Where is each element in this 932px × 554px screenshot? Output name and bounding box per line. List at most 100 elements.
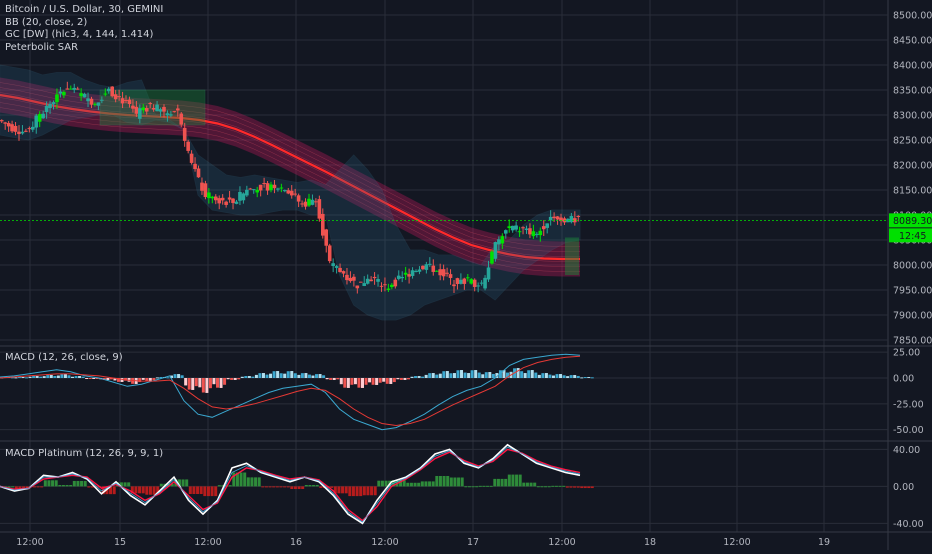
macd-platinum-histogram-bar xyxy=(228,485,232,487)
macd-histogram-bar xyxy=(541,373,545,378)
candle-body xyxy=(144,108,149,112)
macd-platinum-histogram-bar xyxy=(47,480,51,487)
macd-platinum-histogram-bar xyxy=(493,478,497,487)
macd-platinum-histogram-bar xyxy=(177,479,181,487)
macd-histogram-bar xyxy=(205,378,209,393)
macd-platinum-histogram-bar xyxy=(286,486,290,488)
candle-body xyxy=(400,276,405,279)
candle-body xyxy=(345,274,349,281)
symbol-title[interactable]: Bitcoin / U.S. Dollar, 30, GEMINI xyxy=(5,4,164,15)
macd-platinum-histogram-bar xyxy=(40,486,44,488)
macd-histogram-bar xyxy=(406,378,410,380)
sar-legend[interactable]: Peterbolic SAR xyxy=(5,41,79,53)
macd-platinum-histogram-bar xyxy=(333,486,337,494)
macd-histogram-bar xyxy=(258,373,262,378)
candle-body xyxy=(417,269,422,272)
macd-histogram-bar xyxy=(325,378,329,380)
macd-histogram-bar xyxy=(368,378,372,383)
macd-platinum-fast-line xyxy=(0,446,581,523)
macd-platinum-histogram-bar xyxy=(536,486,540,488)
candle-body xyxy=(162,106,166,112)
macd-platinum-histogram-bar xyxy=(420,481,424,487)
gaussian-channel-hatch xyxy=(0,92,580,257)
macd-histogram-bar xyxy=(590,377,594,379)
price-tick-label: 7850.00 xyxy=(893,336,932,347)
candle-body xyxy=(386,288,391,290)
macd-histogram-bar xyxy=(329,378,333,380)
price-tick-label: 8450.00 xyxy=(893,36,932,47)
macd-histogram-bar xyxy=(385,378,389,384)
candle-body xyxy=(552,216,556,219)
macd-histogram-bar xyxy=(311,375,315,378)
candle-body xyxy=(6,122,11,127)
macd-platinum-histogram-bar xyxy=(471,486,475,488)
candle-body xyxy=(379,285,384,287)
gaussian-channel-hatch xyxy=(0,97,580,262)
gc-legend[interactable]: GC [DW] (hlc3, 4, 144, 1.414) xyxy=(5,29,154,40)
bb-legend[interactable]: BB (20, close, 2) xyxy=(5,16,88,28)
macd-platinum-histogram-bar xyxy=(250,477,254,487)
macd-histogram-bar xyxy=(138,378,142,383)
candle-body xyxy=(307,198,311,206)
macd-legend[interactable]: MACD (12, 26, close, 9) xyxy=(5,352,123,363)
macd-histogram-bar xyxy=(414,376,418,378)
candle-body xyxy=(169,114,173,116)
macd-histogram-bar xyxy=(456,370,460,378)
macd-histogram-bar xyxy=(463,372,467,378)
macd-histogram-bar xyxy=(35,376,39,378)
macd-platinum-histogram-bar xyxy=(359,486,363,497)
macd-platinum-histogram-bar xyxy=(496,478,500,487)
candle-body xyxy=(479,282,484,284)
candle-body xyxy=(213,196,218,201)
candle-body xyxy=(103,93,108,95)
candle-body xyxy=(276,188,280,190)
macd-platinum-histogram-bar xyxy=(268,486,272,488)
candle-body xyxy=(566,219,570,223)
macd-histogram-bar xyxy=(445,371,449,378)
candle-body xyxy=(490,251,494,264)
macd-histogram-bar xyxy=(21,377,25,379)
countdown-tag xyxy=(889,228,932,243)
macd-platinum-histogram-bar xyxy=(272,486,276,488)
macd-histogram-bar xyxy=(152,378,156,381)
macd-histogram-bar xyxy=(534,372,538,378)
macd-platinum-histogram-bar xyxy=(43,480,47,487)
macd-platinum-pane xyxy=(0,443,594,525)
macd-platinum-histogram-bar xyxy=(152,486,156,495)
macd-histogram-bar xyxy=(286,371,290,378)
candle-body xyxy=(196,168,201,178)
gaussian-channel-hatch xyxy=(0,107,580,272)
candle-body xyxy=(548,216,553,221)
candle-body xyxy=(438,269,442,276)
candle-body xyxy=(331,263,335,267)
macd-histogram-bar xyxy=(470,370,474,378)
macd-histogram-bar xyxy=(191,378,195,390)
macd-histogram-bar xyxy=(516,368,520,378)
macd-histogram-bar xyxy=(580,377,584,379)
macd-platinum-histogram-bar xyxy=(370,486,374,496)
legend-main: Bitcoin / U.S. Dollar, 30, GEMINI BB (20… xyxy=(5,4,163,54)
macd-platinum-histogram-bar xyxy=(344,486,348,494)
candle-body xyxy=(428,263,432,265)
macd-histogram-bar xyxy=(53,375,57,378)
candle-body xyxy=(462,278,467,284)
macd-histogram-bar xyxy=(261,373,265,378)
macd-platinum-histogram-bar xyxy=(188,486,192,495)
candle-body xyxy=(96,102,101,106)
macd-platinum-histogram-bar xyxy=(377,480,381,487)
candle-body xyxy=(182,127,187,141)
macd-platinum-histogram-bar xyxy=(406,482,410,487)
macd-histogram-bar xyxy=(375,378,379,385)
macd-histogram-bar xyxy=(290,371,294,378)
candle-body xyxy=(528,228,532,235)
macd-platinum-legend[interactable]: MACD Platinum (12, 26, 9, 9, 1) xyxy=(5,448,164,459)
candle-body xyxy=(203,183,208,198)
macd-platinum-histogram-bar xyxy=(210,486,214,497)
macd-platinum-histogram-bar xyxy=(583,486,587,489)
macd-platinum-histogram-bar xyxy=(319,486,323,488)
macd-platinum-histogram-bar xyxy=(217,485,221,487)
trend-box xyxy=(99,89,206,126)
